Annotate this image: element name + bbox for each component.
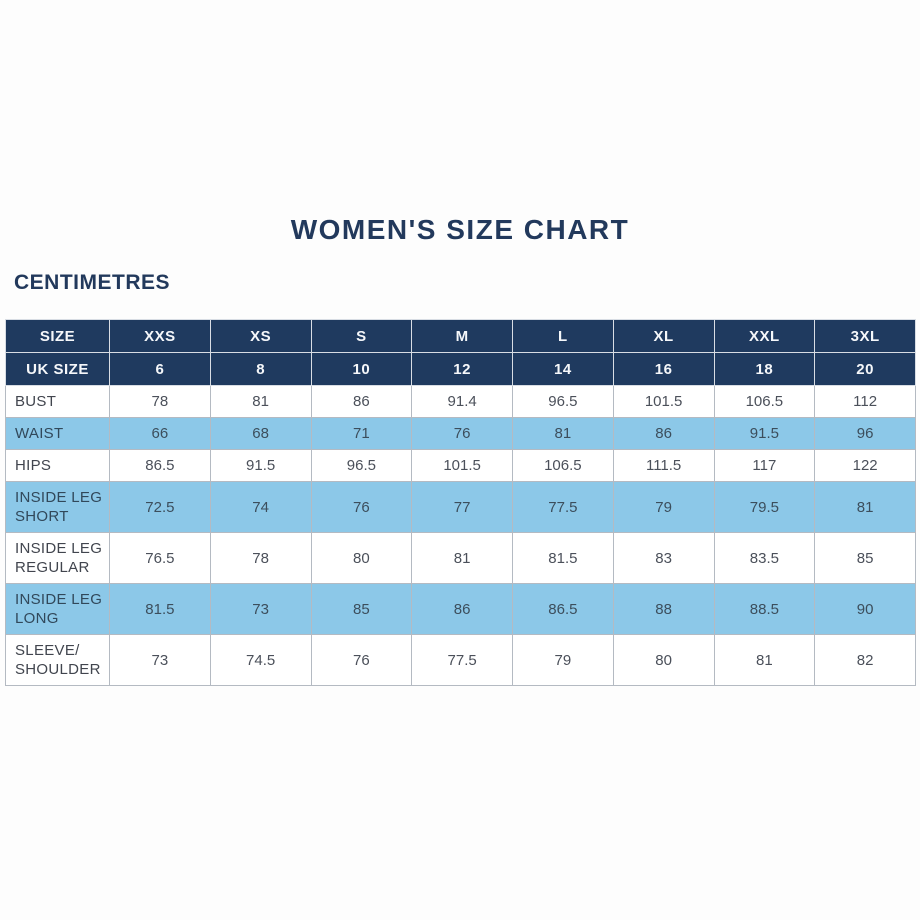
measurement-cell: 91.4 xyxy=(411,385,513,418)
measurement-cell: 117 xyxy=(713,449,816,482)
measurement-cell: 76 xyxy=(310,634,413,686)
measurement-cell: 83 xyxy=(612,532,715,584)
header-cell: L xyxy=(512,319,614,353)
measurement-cell: 77.5 xyxy=(512,481,614,533)
measurement-cell: 101.5 xyxy=(411,449,513,482)
measurement-cell: 77.5 xyxy=(411,634,513,686)
measurement-cell: 88 xyxy=(612,583,715,635)
measurement-cell: 81 xyxy=(209,385,312,418)
measurement-cell: 101.5 xyxy=(612,385,715,418)
measurement-cell: 96 xyxy=(814,417,916,450)
measurement-cell: 76.5 xyxy=(109,532,211,584)
measurement-cell: 74 xyxy=(209,481,312,533)
header-cell: 3XL xyxy=(814,319,916,353)
measurement-cell: 85 xyxy=(310,583,413,635)
header-cell: 14 xyxy=(512,352,614,386)
measurement-cell: 86 xyxy=(612,417,715,450)
measurement-cell: 86.5 xyxy=(512,583,614,635)
table-row: INSIDE LEG SHORT 72.5 74 76 77 77.5 79 79.5 81 xyxy=(5,481,916,533)
measurement-cell: 106.5 xyxy=(512,449,614,482)
size-chart-page: WOMEN'S SIZE CHART CENTIMETRES SIZE XXS XS… xyxy=(0,213,920,920)
table-row: INSIDE LEG LONG 81.5 73 85 86 86.5 88 88.5 90 xyxy=(5,583,916,635)
table-row: SLEEVE/ SHOULDER 73 74.5 76 77.5 79 80 81 82 xyxy=(5,634,916,686)
measurement-cell: 77 xyxy=(411,481,513,533)
header-row-label: SIZE xyxy=(5,319,110,353)
measurement-cell: 80 xyxy=(310,532,413,584)
row-label: INSIDE LEG SHORT xyxy=(5,481,110,533)
header-cell: XXL xyxy=(713,319,816,353)
row-label: WAIST xyxy=(5,417,110,450)
measurement-cell: 86 xyxy=(310,385,413,418)
measurement-cell: 66 xyxy=(109,417,211,450)
header-cell: 12 xyxy=(411,352,513,386)
measurement-cell: 96.5 xyxy=(512,385,614,418)
measurement-cell: 88.5 xyxy=(713,583,816,635)
table-header: SIZE XXS XS S M L XL XXL 3XL UK SIZE 6 8 10 12 14 16 18 2… xyxy=(5,319,916,386)
header-cell: 10 xyxy=(310,352,413,386)
table-row: BUST 78 81 86 91.4 96.5 101.5 106.5 112 xyxy=(5,385,916,418)
header-cell: 16 xyxy=(612,352,715,386)
table-row: HIPS 86.5 91.5 96.5 101.5 106.5 111.5 117 122 xyxy=(5,449,916,482)
measurement-cell: 81 xyxy=(512,417,614,450)
measurement-cell: 91.5 xyxy=(713,417,816,450)
table-row: INSIDE LEG REGULAR 76.5 78 80 81 81.5 83 83.5 85 xyxy=(5,532,916,584)
measurement-cell: 91.5 xyxy=(209,449,312,482)
row-label: SLEEVE/ SHOULDER xyxy=(5,634,110,686)
measurement-cell: 81 xyxy=(814,481,916,533)
measurement-cell: 106.5 xyxy=(713,385,816,418)
measurement-cell: 76 xyxy=(310,481,413,533)
row-label: INSIDE LEG LONG xyxy=(5,583,110,635)
header-cell: XS xyxy=(209,319,312,353)
measurement-cell: 79 xyxy=(612,481,715,533)
measurement-cell: 76 xyxy=(411,417,513,450)
measurement-cell: 68 xyxy=(209,417,312,450)
table-body: BUST 78 81 86 91.4 96.5 101.5 106.5 112 WAIST 66 68… xyxy=(5,385,916,686)
header-cell: 18 xyxy=(713,352,816,386)
measurement-cell: 79 xyxy=(512,634,614,686)
page-title: WOMEN'S SIZE CHART xyxy=(290,214,630,245)
row-label: BUST xyxy=(5,385,110,418)
measurement-cell: 81.5 xyxy=(109,583,211,635)
measurement-cell: 90 xyxy=(814,583,916,635)
row-label: INSIDE LEG REGULAR xyxy=(5,532,110,584)
measurement-cell: 86.5 xyxy=(109,449,211,482)
measurement-cell: 122 xyxy=(814,449,916,482)
measurement-cell: 96.5 xyxy=(310,449,413,482)
table-row: WAIST 66 68 71 76 81 86 91.5 96 xyxy=(5,417,916,450)
measurement-cell: 74.5 xyxy=(209,634,312,686)
size-chart-table: SIZE XXS XS S M L XL XXL 3XL UK SIZE 6 8 10 12 14 16 18 2… xyxy=(5,319,916,686)
measurement-cell: 78 xyxy=(209,532,312,584)
measurement-cell: 71 xyxy=(310,417,413,450)
measurement-cell: 112 xyxy=(814,385,916,418)
measurement-cell: 72.5 xyxy=(109,481,211,533)
row-label: HIPS xyxy=(5,449,110,482)
header-row-label: UK SIZE xyxy=(5,352,110,386)
measurement-cell: 78 xyxy=(109,385,211,418)
header-cell: M xyxy=(411,319,513,353)
header-row: UK SIZE 6 8 10 12 14 16 18 20 xyxy=(5,352,916,386)
measurement-cell: 81 xyxy=(713,634,816,686)
header-cell: XXS xyxy=(109,319,211,353)
measurement-cell: 86 xyxy=(411,583,513,635)
unit-label: CENTIMETRES xyxy=(14,271,171,294)
header-cell: 6 xyxy=(109,352,211,386)
header-cell: S xyxy=(310,319,413,353)
header-cell: XL xyxy=(612,319,715,353)
measurement-cell: 83.5 xyxy=(713,532,816,584)
measurement-cell: 73 xyxy=(209,583,312,635)
measurement-cell: 79.5 xyxy=(713,481,816,533)
measurement-cell: 81.5 xyxy=(512,532,614,584)
measurement-cell: 73 xyxy=(109,634,211,686)
measurement-cell: 81 xyxy=(411,532,513,584)
measurement-cell: 85 xyxy=(814,532,916,584)
header-row: SIZE XXS XS S M L XL XXL 3XL xyxy=(5,319,916,353)
measurement-cell: 80 xyxy=(612,634,715,686)
measurement-cell: 111.5 xyxy=(612,449,715,482)
header-cell: 8 xyxy=(209,352,312,386)
measurement-cell: 82 xyxy=(814,634,916,686)
header-cell: 20 xyxy=(814,352,916,386)
